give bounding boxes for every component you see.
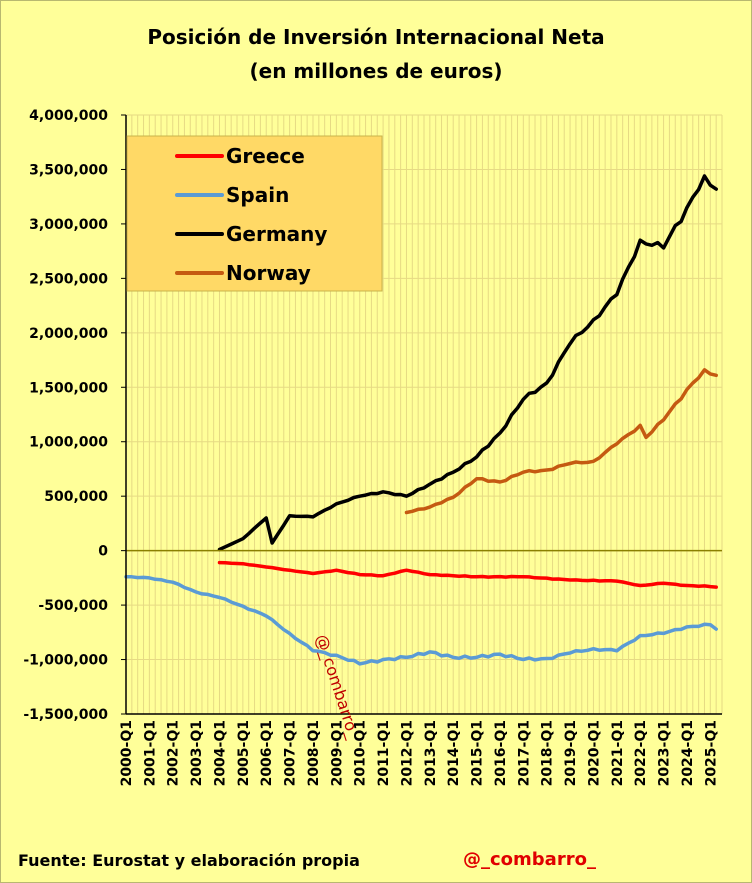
series-line-greece <box>217 560 718 589</box>
y-tick-label: 500,000 <box>44 489 108 505</box>
legend-box <box>126 135 383 292</box>
y-tick-label: -1,000,000 <box>23 653 108 669</box>
x-tick-label: 2002-Q1 <box>166 720 182 786</box>
x-tick-label: 2014-Q1 <box>446 720 462 786</box>
x-tick-label: 2019-Q1 <box>563 720 579 786</box>
x-tick-label: 2007-Q1 <box>283 720 299 786</box>
x-tick-label: 2011-Q1 <box>376 720 392 786</box>
y-tick-label: 2,000,000 <box>29 326 108 342</box>
series-line-norway <box>404 368 718 515</box>
x-tick-label: 2024-Q1 <box>680 720 696 786</box>
chart-subtitle: (en millones de euros) <box>249 59 503 83</box>
y-tick-label: 3,000,000 <box>29 217 108 233</box>
legend-label-greece: Greece <box>226 144 305 168</box>
chart-title: Posición de Inversión Internacional Neta <box>147 25 605 49</box>
y-tick-label: 0 <box>98 544 108 560</box>
x-tick-label: 2020-Q1 <box>586 720 602 786</box>
x-tick-label: 2025-Q1 <box>703 720 719 786</box>
series-line-spain <box>124 575 718 666</box>
x-tick-label: 2013-Q1 <box>423 720 439 786</box>
legend-label-norway: Norway <box>226 261 311 285</box>
x-tick-label: 2023-Q1 <box>657 720 673 786</box>
x-tick-label: 2004-Q1 <box>212 720 228 786</box>
y-tick-label: 3,500,000 <box>29 162 108 178</box>
y-tick-label: -1,500,000 <box>23 707 108 723</box>
x-tick-label: 2000-Q1 <box>119 720 135 786</box>
x-tick-label: 2001-Q1 <box>142 720 158 786</box>
y-tick-label: -500,000 <box>38 598 108 614</box>
x-tick-label: 2005-Q1 <box>236 720 252 786</box>
legend-label-germany: Germany <box>226 222 327 246</box>
x-tick-label: 2018-Q1 <box>540 720 556 786</box>
x-tick-label: 2009-Q1 <box>329 720 345 786</box>
x-tick-label: 2010-Q1 <box>353 720 369 786</box>
y-tick-label: 2,500,000 <box>29 271 108 287</box>
legend-label-spain: Spain <box>226 183 289 207</box>
y-tick-label: 1,000,000 <box>29 435 108 451</box>
y-tick-label: 4,000,000 <box>29 108 108 124</box>
x-tick-label: 2003-Q1 <box>189 720 205 786</box>
x-tick-label: 2017-Q1 <box>516 720 532 786</box>
x-tick-label: 2022-Q1 <box>633 720 649 786</box>
footer-handle: @_combarro_ <box>463 849 596 870</box>
x-tick-label: 2008-Q1 <box>306 720 322 786</box>
x-tick-label: 2012-Q1 <box>399 720 415 786</box>
x-tick-label: 2006-Q1 <box>259 720 275 786</box>
x-tick-label: 2015-Q1 <box>470 720 486 786</box>
x-tick-label: 2021-Q1 <box>610 720 626 786</box>
y-tick-label: 1,500,000 <box>29 380 108 396</box>
series-line-germany <box>217 174 718 552</box>
x-tick-label: 2016-Q1 <box>493 720 509 786</box>
footer-source: Fuente: Eurostat y elaboración propia <box>18 851 360 870</box>
